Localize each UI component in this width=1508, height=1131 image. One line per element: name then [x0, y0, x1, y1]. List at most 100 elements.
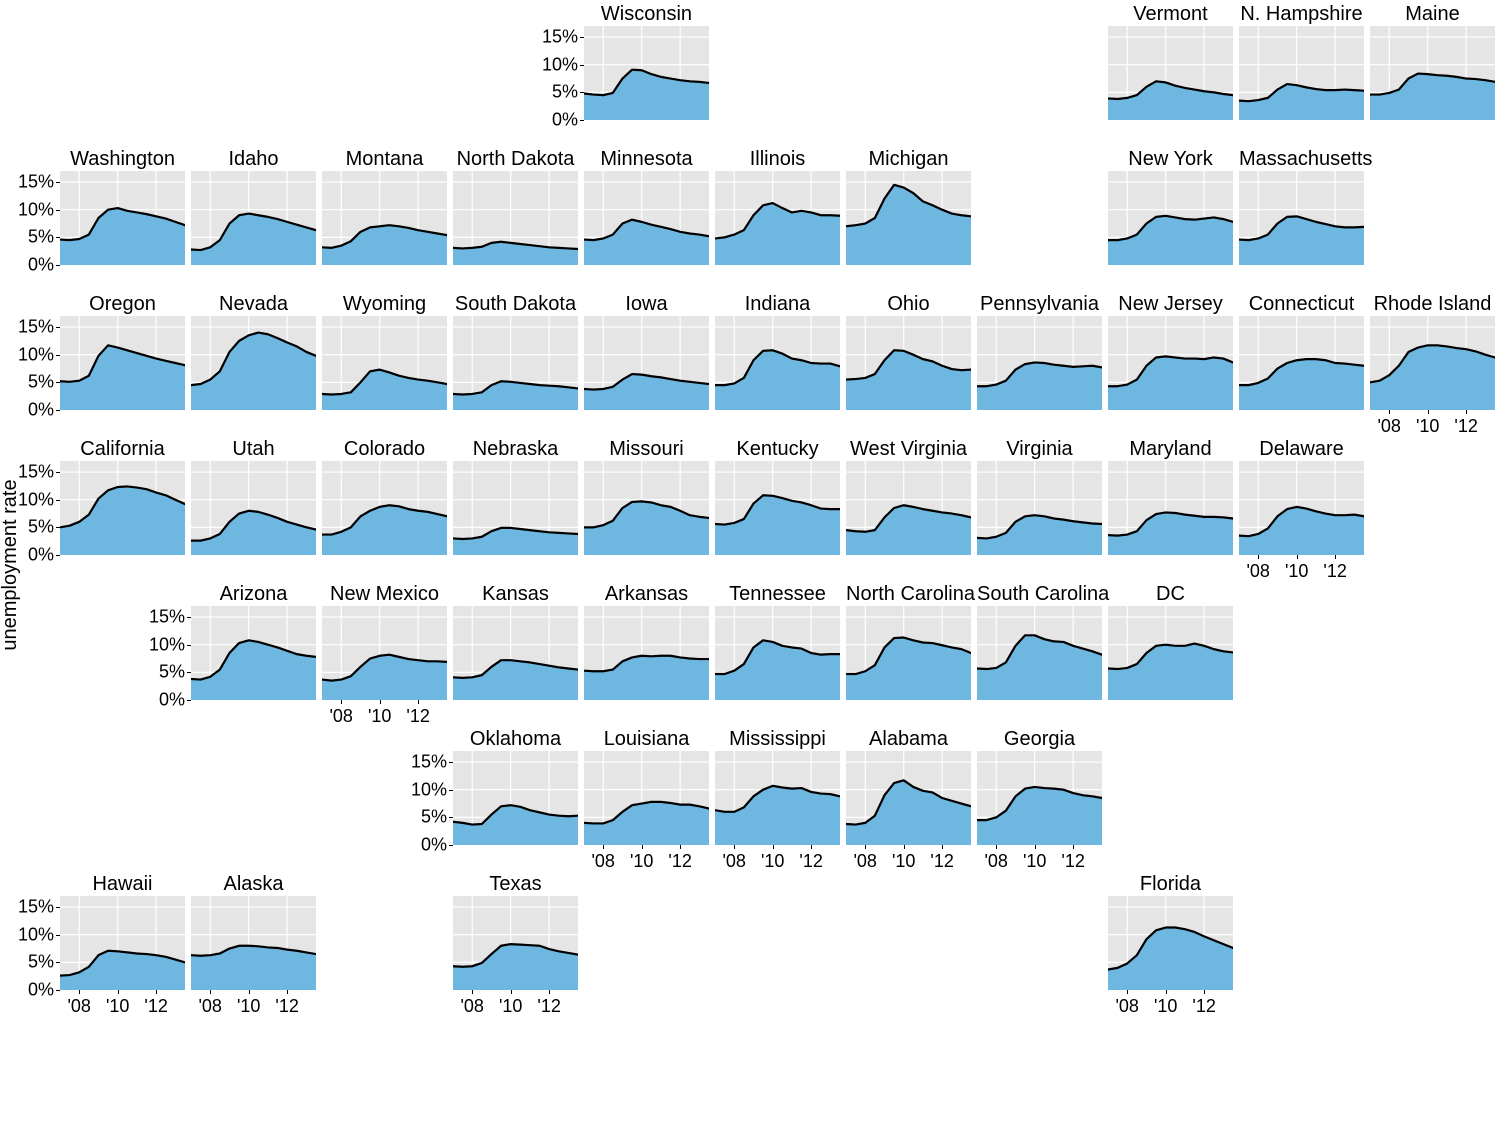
x-tick-mark [1073, 845, 1074, 849]
x-tick-label: '12 [1454, 416, 1477, 437]
panel-svg [322, 316, 447, 410]
y-tick-label: 15% [18, 897, 54, 918]
y-tick-mark [56, 355, 60, 356]
panel-plot [715, 751, 840, 845]
y-tick-label: 5% [552, 82, 578, 103]
y-tick-mark [56, 210, 60, 211]
y-tick-label: 10% [18, 344, 54, 365]
panel-plot [453, 316, 578, 410]
panel-title: DC [1108, 584, 1233, 606]
panel-title: Massachusetts [1239, 149, 1364, 171]
panel: N. Hampshire [1239, 4, 1364, 122]
panel-svg [453, 751, 578, 845]
x-tick-label: '10 [1154, 996, 1177, 1017]
panel: Michigan [846, 149, 971, 267]
panel-title: Alabama [846, 729, 971, 751]
panel-title: Georgia [977, 729, 1102, 751]
panel-plot [1108, 26, 1233, 120]
x-tick-label: '10 [1416, 416, 1439, 437]
y-tick-label: 5% [28, 227, 54, 248]
panel: California0%5%10%15% [60, 439, 185, 557]
panel-plot [584, 461, 709, 555]
x-tick-label: '08 [1115, 996, 1138, 1017]
panel-svg [453, 316, 578, 410]
x-ticks: '08'10'12 [977, 845, 1102, 869]
y-tick-label: 15% [18, 317, 54, 338]
x-tick-mark [418, 700, 419, 704]
x-tick-mark [734, 845, 735, 849]
panel-svg [1239, 316, 1364, 410]
panel: Idaho [191, 149, 316, 267]
y-ticks: 0%5%10%15% [14, 316, 60, 410]
panel: Pennsylvania [977, 294, 1102, 412]
x-ticks: '08'10'12 [584, 845, 709, 869]
panel-title: Pennsylvania [977, 294, 1102, 316]
panel: Wisconsin0%5%10%15% [584, 4, 709, 122]
x-tick-label: '10 [499, 996, 522, 1017]
panel: Oregon0%5%10%15% [60, 294, 185, 412]
x-tick-label: '08 [984, 851, 1007, 872]
panel-title: Wisconsin [584, 4, 709, 26]
x-tick-mark [1204, 990, 1205, 994]
x-tick-label: '10 [630, 851, 653, 872]
panel: Vermont [1108, 4, 1233, 122]
panel-plot [584, 26, 709, 120]
panel: Louisiana'08'10'12 [584, 729, 709, 847]
panel: New Mexico'08'10'12 [322, 584, 447, 702]
y-tick-mark [449, 817, 453, 818]
figure: unemployment rate Wisconsin0%5%10%15%Ver… [0, 0, 1508, 1131]
panel-title: Hawaii [60, 874, 185, 896]
panel-title: Maine [1370, 4, 1495, 26]
panel-plot [322, 606, 447, 700]
x-ticks: '08'10'12 [60, 990, 185, 1014]
panel: DC [1108, 584, 1233, 702]
panel-title: South Carolina [977, 584, 1102, 606]
x-tick-mark [549, 990, 550, 994]
x-tick-label: '12 [275, 996, 298, 1017]
panel-plot [191, 896, 316, 990]
panel: Delaware'08'10'12 [1239, 439, 1364, 557]
x-tick-label: '10 [761, 851, 784, 872]
panel-title: Nevada [191, 294, 316, 316]
y-tick-label: 0% [28, 980, 54, 1001]
panel: Virginia [977, 439, 1102, 557]
panel-plot [1239, 461, 1364, 555]
x-tick-label: '12 [1061, 851, 1084, 872]
panel-svg [453, 896, 578, 990]
panel-svg [977, 606, 1102, 700]
panel-title: Tennessee [715, 584, 840, 606]
panel: Iowa [584, 294, 709, 412]
panel-plot [977, 606, 1102, 700]
panel-plot [715, 606, 840, 700]
x-tick-label: '08 [591, 851, 614, 872]
y-tick-label: 15% [18, 462, 54, 483]
y-tick-mark [56, 527, 60, 528]
x-ticks: '08'10'12 [322, 700, 447, 724]
panel: Montana [322, 149, 447, 267]
panel: Indiana [715, 294, 840, 412]
panel-title: Arkansas [584, 584, 709, 606]
panel: North Dakota [453, 149, 578, 267]
panel: Mississippi'08'10'12 [715, 729, 840, 847]
y-tick-label: 5% [421, 807, 447, 828]
panel-svg [715, 461, 840, 555]
panel-title: Florida [1108, 874, 1233, 896]
panel-title: Virginia [977, 439, 1102, 461]
y-tick-mark [56, 327, 60, 328]
y-tick-label: 0% [421, 835, 447, 856]
x-tick-mark [118, 990, 119, 994]
panel: Utah [191, 439, 316, 557]
y-tick-label: 5% [28, 517, 54, 538]
x-tick-mark [511, 990, 512, 994]
panel-svg [977, 316, 1102, 410]
x-tick-mark [79, 990, 80, 994]
panel-svg [584, 751, 709, 845]
y-tick-mark [56, 500, 60, 501]
y-tick-label: 0% [159, 690, 185, 711]
panel-svg [1370, 26, 1495, 120]
panel-plot [1370, 26, 1495, 120]
y-tick-mark [56, 382, 60, 383]
panel-plot [1239, 26, 1364, 120]
y-ticks: 0%5%10%15% [407, 751, 453, 845]
y-ticks: 0%5%10%15% [14, 171, 60, 265]
